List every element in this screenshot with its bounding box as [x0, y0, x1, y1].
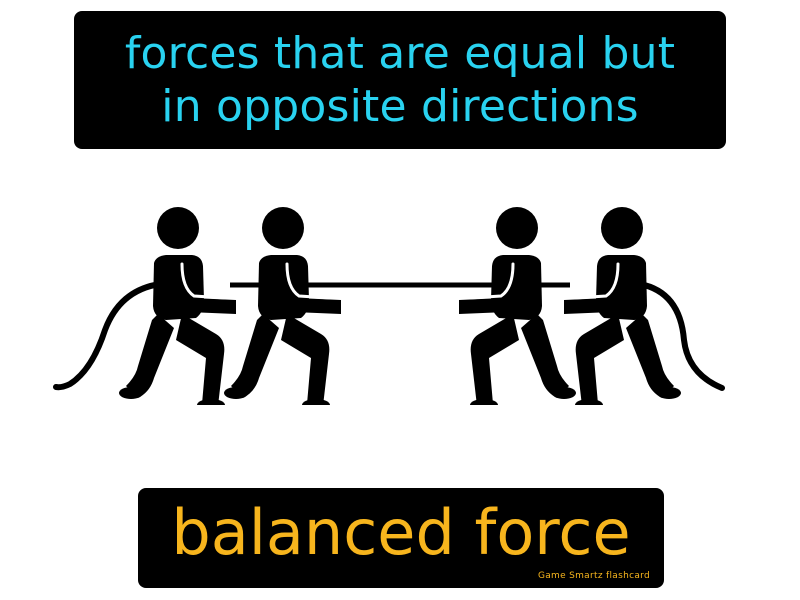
brand-label: Game Smartz flashcard — [537, 571, 650, 581]
tug-of-war-icon — [53, 205, 725, 405]
definition-box: forces that are equal but in opposite di… — [74, 11, 726, 149]
term-label: balanced force — [171, 496, 631, 569]
definition-line-1: forces that are equal but — [124, 28, 676, 79]
definition-line-2: in opposite directions — [161, 81, 639, 132]
term-box: balanced force Game Smartz flashcard — [138, 488, 664, 588]
